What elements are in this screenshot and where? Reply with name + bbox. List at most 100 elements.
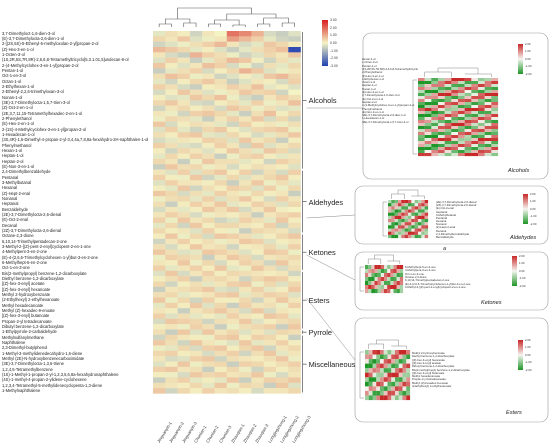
heatmap-cell	[276, 238, 289, 245]
heatmap-cell	[177, 142, 191, 149]
inset-cell	[444, 150, 452, 154]
heatmap-cell	[177, 340, 191, 346]
inset-cell	[368, 390, 373, 396]
inset-cell	[401, 203, 405, 207]
heatmap-cell	[288, 52, 301, 58]
heatmap-cell	[251, 164, 264, 170]
heatmap-cell	[251, 105, 264, 112]
heatmap-cell	[226, 249, 240, 256]
heatmap-cell	[177, 201, 191, 208]
inset-cell	[424, 84, 432, 88]
colorbar	[322, 20, 328, 66]
inset-cell	[431, 117, 439, 121]
inset-cell	[394, 203, 399, 207]
heatmap-cell	[177, 228, 191, 234]
heatmap-cell	[251, 46, 264, 53]
heatmap-cell	[214, 148, 227, 154]
heatmap-cell	[239, 132, 252, 138]
inset-cell	[418, 81, 425, 85]
heatmap-cell	[276, 233, 289, 240]
heatmap-cell	[226, 286, 240, 293]
heatmap-cell	[214, 212, 227, 218]
inset-cell	[411, 203, 415, 207]
heatmap-cell	[251, 377, 264, 383]
inset-row-label: Nonan-1-ol	[362, 86, 376, 91]
inset-cell	[424, 138, 432, 142]
row-label: 6,10,14-Trimethylpentadecan-2-one	[2, 238, 67, 244]
inset-cell	[388, 228, 392, 232]
heatmap-cell	[288, 31, 301, 37]
heatmap-cell	[189, 334, 203, 341]
heatmap-cell	[202, 228, 215, 234]
inset-cell	[491, 96, 499, 100]
inset-cell	[424, 96, 432, 100]
inset-cell	[464, 141, 472, 145]
inset-cell	[387, 354, 392, 360]
inset-cell	[421, 206, 425, 210]
heatmap-cell	[177, 73, 191, 80]
inset-cell	[444, 99, 452, 103]
heatmap-cell	[189, 233, 203, 240]
heatmap-cell	[226, 238, 240, 245]
heatmap-cell	[153, 313, 166, 320]
heatmap-cell	[276, 185, 289, 192]
inset-row-label: (2-Ethylhexyl) 2-ethylhexanoate	[412, 384, 452, 388]
inset-cell	[388, 219, 392, 223]
heatmap-cell	[263, 46, 277, 53]
heatmap-cell	[288, 361, 301, 367]
heatmap-cell	[276, 281, 289, 288]
heatmap-cell	[288, 238, 301, 245]
inset-cell	[491, 123, 499, 127]
inset-cell	[371, 285, 375, 290]
inset-cell	[424, 225, 429, 229]
heatmap-cell	[226, 265, 240, 272]
heatmap-cell	[226, 324, 240, 330]
inset-cell	[377, 277, 381, 282]
heatmap-cell	[214, 265, 227, 272]
heatmap-cell	[202, 345, 215, 351]
heatmap-cell	[263, 180, 277, 186]
heatmap-cell	[189, 121, 203, 128]
heatmap-cell	[251, 217, 264, 224]
heatmap-cell	[177, 212, 191, 218]
heatmap-cell	[189, 212, 203, 218]
inset-cell	[390, 289, 394, 294]
heatmap-cell	[189, 217, 203, 224]
heatmap-cell	[189, 94, 203, 101]
inset-cell	[391, 231, 395, 235]
inset-cell	[458, 102, 465, 106]
inset-cell	[458, 117, 465, 121]
heatmap-cell	[239, 260, 252, 266]
inset-cell	[404, 203, 409, 207]
inset-cell	[406, 395, 411, 401]
heatmap-cell	[153, 382, 166, 389]
heatmap-cell	[226, 340, 240, 346]
row-label: Methylsulfanylmethane	[2, 334, 44, 340]
inset-cell	[438, 81, 445, 85]
heatmap-cell	[276, 340, 289, 346]
heatmap-cell	[288, 270, 301, 277]
inset-cell	[471, 135, 479, 139]
heatmap-cell	[276, 334, 289, 341]
heatmap-cell	[153, 233, 166, 240]
heatmap-cell	[189, 292, 203, 298]
inset-row-label: Octan-1-ol	[362, 80, 376, 85]
inset-cell	[438, 99, 445, 103]
inset-cell	[390, 273, 394, 278]
inset-cell	[398, 200, 402, 204]
heatmap-cell	[153, 116, 166, 122]
heatmap-cell	[239, 270, 252, 277]
heatmap-cell	[165, 361, 178, 367]
heatmap-cell	[214, 89, 227, 96]
inset-cell	[404, 209, 409, 213]
heatmap-cell	[263, 196, 277, 202]
inset-cell	[406, 386, 411, 392]
heatmap-cell	[177, 292, 191, 298]
inset-cell	[391, 203, 395, 207]
heatmap-cell	[153, 142, 166, 149]
heatmap-cell	[202, 292, 215, 298]
heatmap-cell	[214, 372, 227, 378]
heatmap-cell	[226, 46, 240, 53]
heatmap-cell	[214, 185, 227, 192]
inset-cell	[478, 120, 485, 124]
